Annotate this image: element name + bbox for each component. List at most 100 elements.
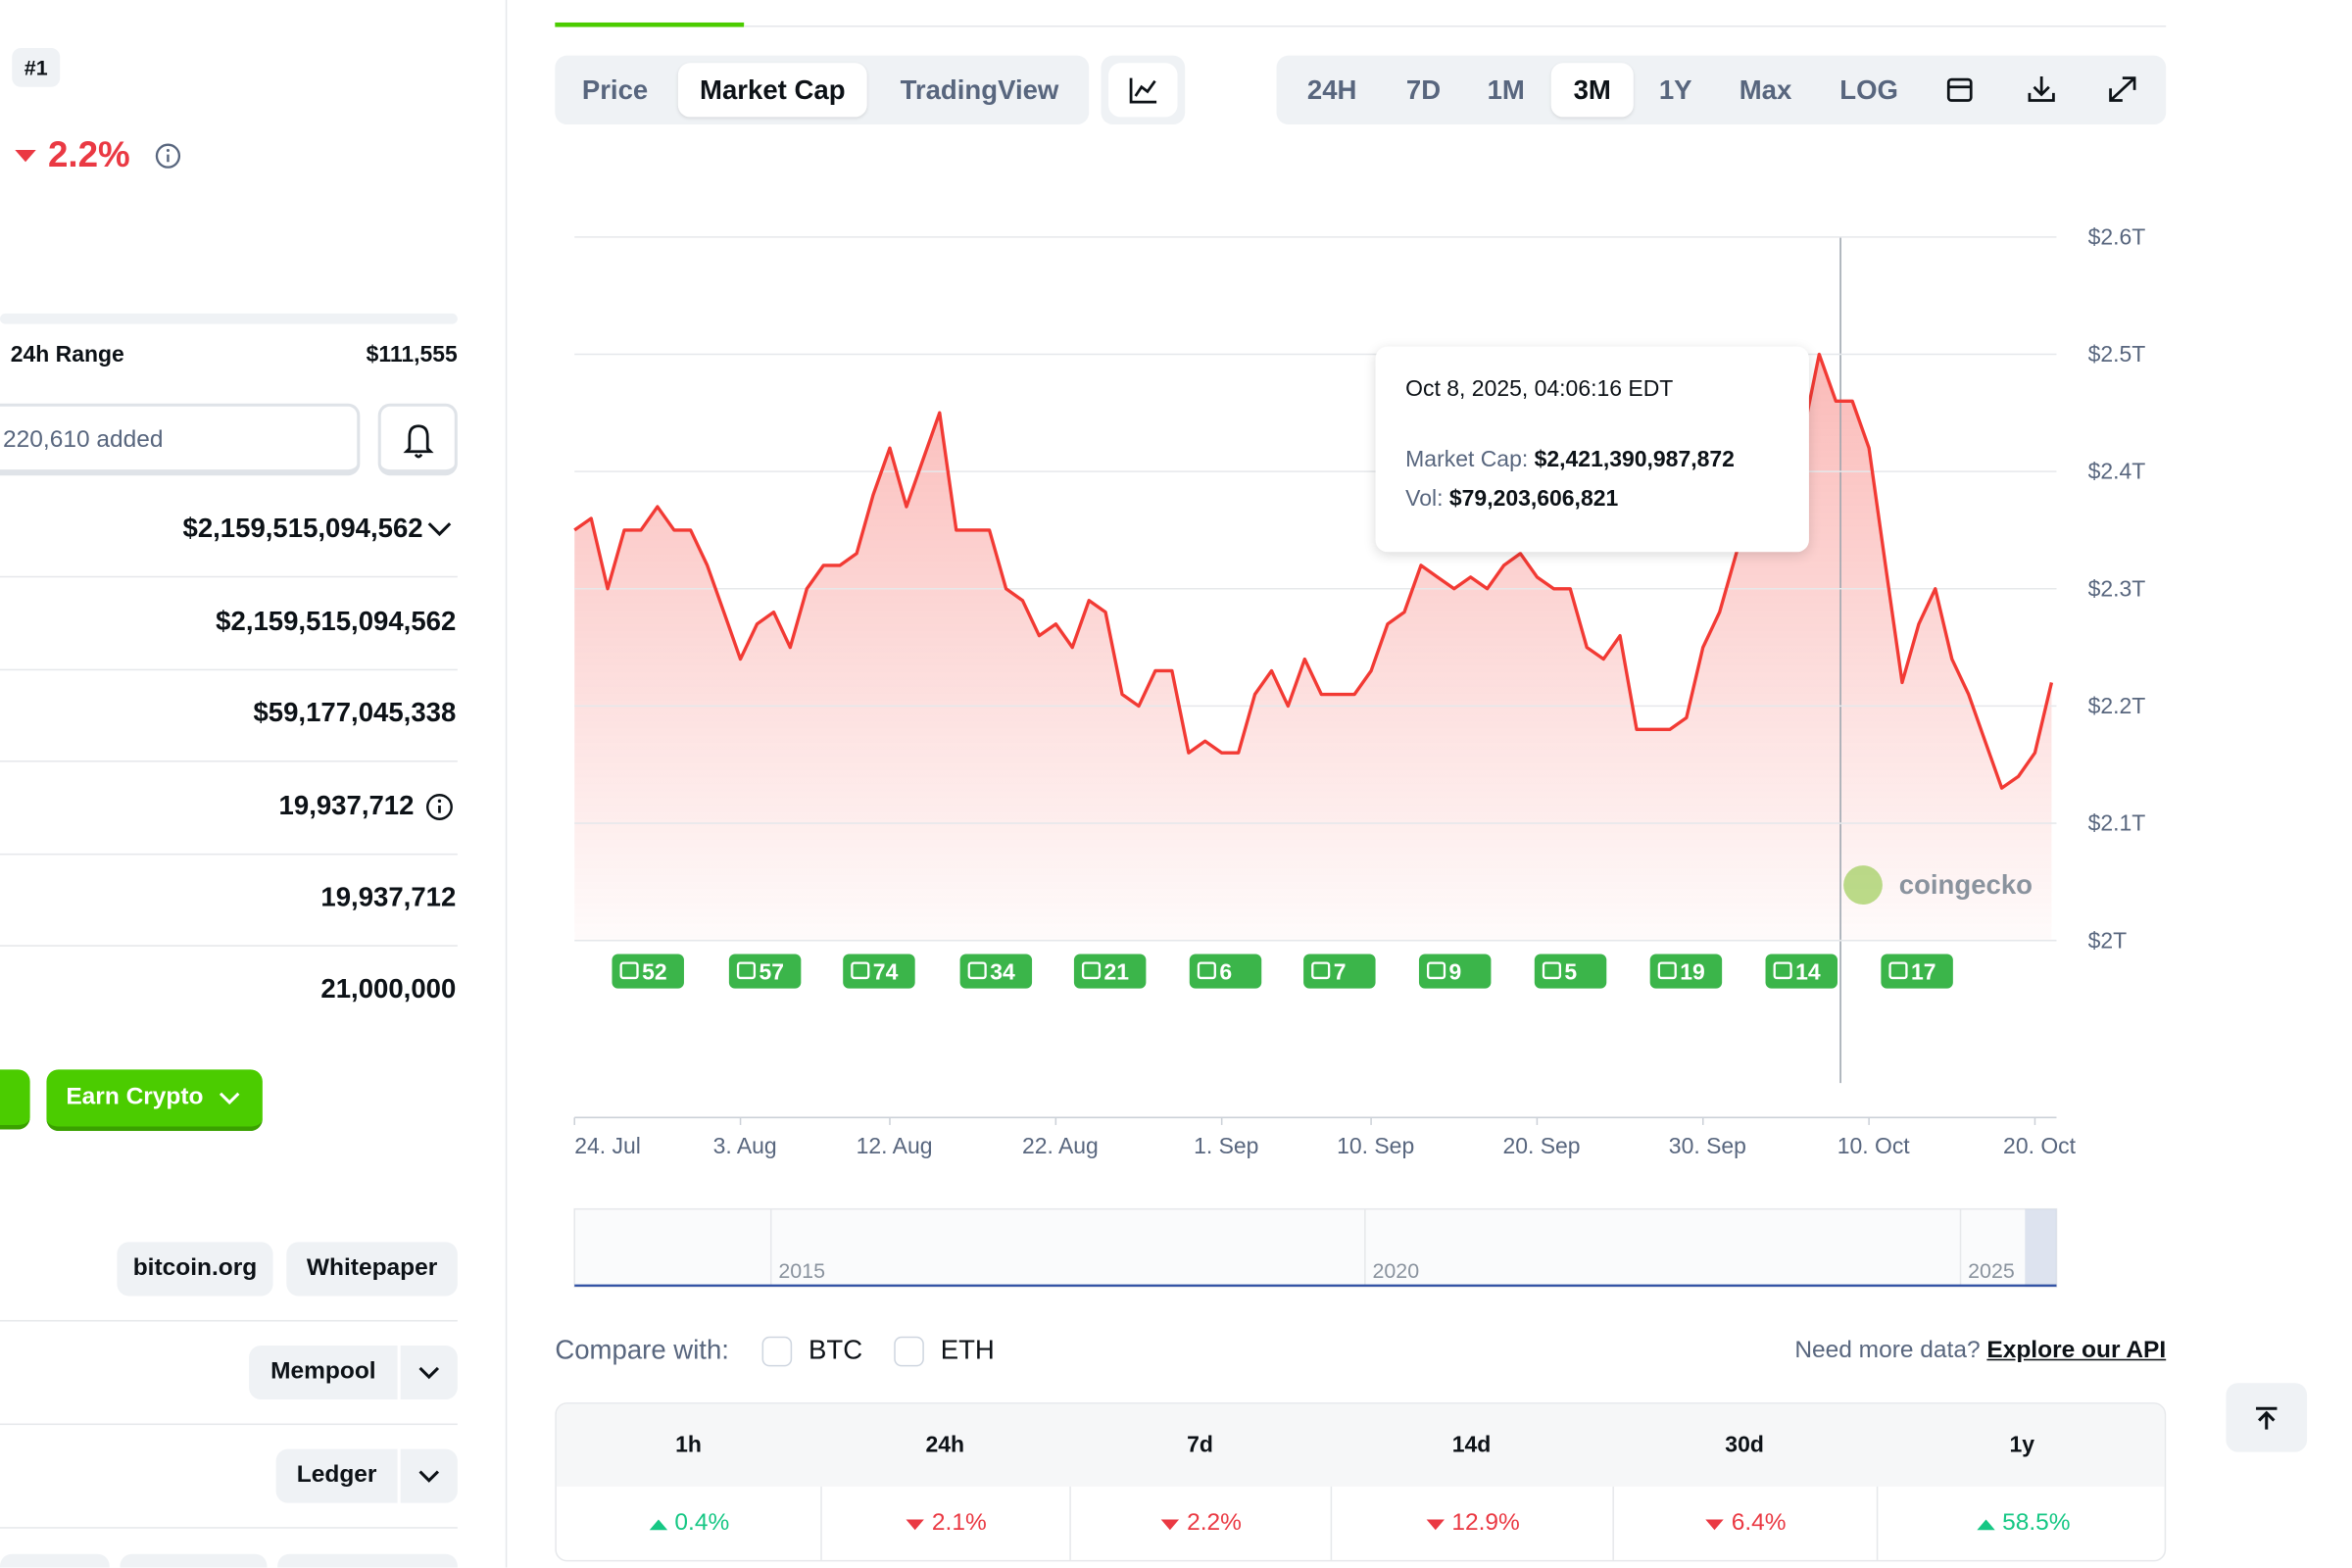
navigator-label: 2020 — [1373, 1259, 1420, 1283]
active-underline — [555, 22, 745, 27]
chart-tools — [1946, 76, 2136, 102]
range-tab[interactable]: 3M — [1550, 63, 1634, 118]
explorer-button[interactable]: Mempool — [249, 1345, 398, 1400]
chart-tab[interactable]: Price — [581, 74, 649, 105]
compare-option[interactable]: BTC — [808, 1335, 863, 1365]
separator — [0, 945, 458, 947]
news-count: 5 — [1564, 958, 1577, 984]
range-tab[interactable]: 1M — [1487, 74, 1525, 105]
expand-chevron[interactable] — [426, 520, 454, 538]
back-to-top[interactable] — [2226, 1383, 2308, 1452]
change-value: 0.4% — [674, 1510, 730, 1537]
wallet-dropdown[interactable] — [400, 1448, 458, 1503]
news-badge[interactable]: 21 — [1073, 954, 1147, 989]
x-tick-label: 20. Sep — [1502, 1133, 1580, 1158]
range-tab[interactable]: 24H — [1306, 74, 1357, 105]
news-badge[interactable]: 5 — [1534, 954, 1607, 989]
news-icon — [1657, 961, 1677, 980]
tag[interactable] — [120, 1553, 268, 1568]
news-badge[interactable]: 9 — [1418, 954, 1492, 989]
navigator[interactable] — [573, 1207, 2058, 1289]
chart-tab[interactable]: Market Cap — [677, 63, 867, 118]
news-count: 19 — [1680, 958, 1705, 984]
x-tick-label: 10. Oct — [1838, 1133, 1911, 1158]
news-icon — [1081, 961, 1102, 980]
news-badge[interactable]: 74 — [843, 954, 915, 989]
change-value: 58.5% — [2002, 1510, 2071, 1537]
panel-divider — [505, 0, 508, 1568]
x-tick-label: 22. Aug — [1022, 1133, 1099, 1158]
navigator-label: 2015 — [778, 1259, 825, 1283]
change-value: 12.9% — [1451, 1510, 1520, 1537]
buy-button[interactable] — [0, 1069, 30, 1130]
performance-table: 1h 0.4% 24h 2.1% 7d 2.2% 14d 12.9% 30d 6.4% 1y 58.5… — [555, 1402, 2167, 1562]
range-tab[interactable]: 1Y — [1658, 74, 1692, 105]
news-badge[interactable]: 34 — [959, 954, 1033, 989]
x-tick-label: 20. Oct — [2003, 1133, 2077, 1158]
y-tick-label: $2.5T — [2088, 341, 2146, 367]
download-icon[interactable] — [2028, 76, 2055, 102]
stat-value: 19,937,712 — [278, 790, 415, 821]
news-icon — [619, 961, 639, 980]
down-arrow — [906, 1519, 925, 1531]
chart-tab[interactable]: TradingView — [900, 74, 1059, 105]
checkbox[interactable] — [894, 1336, 924, 1367]
link-button[interactable]: bitcoin.org — [117, 1242, 273, 1297]
x-tick-label: 24. Jul — [574, 1133, 641, 1158]
up-arrow — [1977, 1519, 1995, 1531]
news-badge[interactable]: 19 — [1649, 954, 1723, 989]
navigator-selection[interactable] — [2025, 1208, 2057, 1288]
news-icon — [851, 961, 870, 980]
explorer-dropdown[interactable] — [400, 1345, 458, 1400]
range-tab[interactable]: Max — [1739, 74, 1792, 105]
range-value: $111,555 — [366, 341, 458, 368]
link-button[interactable]: Whitepaper — [286, 1242, 458, 1297]
table-header-cell: 30d — [1725, 1432, 1764, 1458]
compare-label: Compare with: — [555, 1335, 729, 1365]
fullscreen-icon[interactable] — [2109, 76, 2136, 102]
change-value: 6.4% — [1731, 1510, 1787, 1537]
news-count: 74 — [873, 958, 899, 984]
separator — [0, 575, 458, 578]
tooltip-value: $79,203,606,821 — [1448, 485, 1619, 512]
news-icon — [1888, 961, 1908, 980]
checkbox[interactable] — [761, 1336, 793, 1367]
news-badge[interactable]: 6 — [1189, 954, 1262, 989]
news-badge[interactable]: 14 — [1765, 954, 1838, 989]
x-tick-label: 10. Sep — [1337, 1133, 1414, 1158]
table-cell: 6.4% — [1612, 1486, 1876, 1560]
calendar-icon[interactable] — [1946, 77, 1973, 102]
news-count: 9 — [1449, 958, 1462, 984]
tooltip-label: Market Cap: — [1405, 447, 1529, 473]
news-badge[interactable]: 17 — [1881, 954, 1953, 989]
wallet-button[interactable]: Ledger — [275, 1448, 398, 1503]
tooltip-date: Oct 8, 2025, 04:06:16 EDT — [1405, 376, 1674, 403]
news-badge[interactable]: 57 — [728, 954, 802, 989]
tag[interactable] — [277, 1553, 458, 1568]
range-tab[interactable]: LOG — [1839, 74, 1898, 105]
earn-button[interactable]: Earn Crypto — [46, 1069, 263, 1132]
tooltip: Oct 8, 2025, 04:06:16 EDT Market Cap: $2… — [1375, 346, 1809, 553]
compare-option[interactable]: ETH — [940, 1335, 995, 1365]
table-cell: 0.4% — [557, 1487, 820, 1560]
range-tab[interactable]: 7D — [1405, 74, 1442, 105]
down-arrow — [1161, 1519, 1180, 1531]
info-icon[interactable] — [155, 142, 182, 170]
news-badge[interactable]: 7 — [1303, 954, 1376, 989]
stat-value: 21,000,000 — [320, 973, 457, 1004]
line-style-button[interactable] — [1108, 63, 1178, 118]
table-header-cell: 24h — [925, 1432, 965, 1458]
news-icon — [1542, 961, 1561, 980]
news-icon — [1197, 961, 1216, 980]
stat-value: 19,937,712 — [320, 882, 457, 912]
info-icon[interactable] — [424, 792, 455, 822]
portfolio-input[interactable]: 220,610 added — [0, 403, 361, 476]
news-badge[interactable]: 52 — [612, 954, 684, 989]
tag[interactable] — [0, 1553, 110, 1568]
line-icon — [1129, 77, 1157, 104]
api-link[interactable]: Explore our API — [1986, 1338, 2167, 1364]
x-tick-label: 30. Sep — [1669, 1133, 1746, 1158]
alert-button[interactable] — [377, 403, 458, 476]
